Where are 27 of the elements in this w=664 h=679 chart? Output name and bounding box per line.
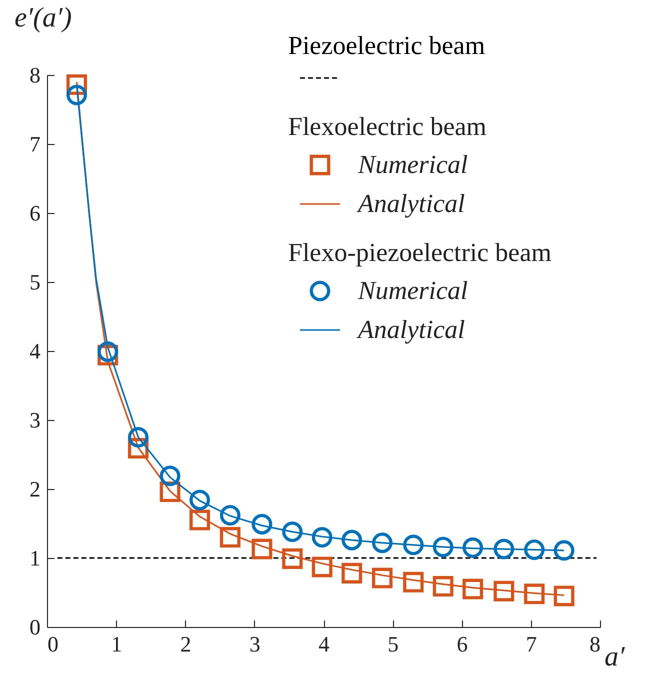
y-tick-label: 6 xyxy=(30,200,40,226)
text: Piezoelectric beam xyxy=(288,31,486,60)
x-tick-label: 0 xyxy=(48,632,58,656)
annotation: Flexoelectric beam xyxy=(288,112,487,141)
x-tick-label: 8 xyxy=(590,632,600,656)
legend-label: Numerical xyxy=(357,150,468,179)
legend-label: Analytical xyxy=(356,189,465,218)
legend-label: Analytical xyxy=(356,315,465,344)
x-axis-title: a′ xyxy=(604,642,626,672)
y-tick-label: 3 xyxy=(30,408,40,432)
x-tick-label: 5 xyxy=(388,632,399,656)
y-tick-label: 0 xyxy=(30,614,40,640)
x-tick-label: 3 xyxy=(249,632,260,656)
y-tick-label: 7 xyxy=(30,132,40,156)
x-tick-label: 2 xyxy=(180,632,192,656)
legend-label: Numerical xyxy=(357,276,468,305)
x-tick-label: 4 xyxy=(318,632,330,656)
y-tick-label: 5 xyxy=(30,270,40,294)
x-tick-label: 1 xyxy=(111,632,122,656)
y-tick-label: 2 xyxy=(30,476,40,502)
x-tick-label: 7 xyxy=(526,632,537,656)
y-tick-label: 4 xyxy=(30,338,40,364)
x-tick-label: 6 xyxy=(456,632,468,656)
y-tick-label: 1 xyxy=(30,546,40,570)
y-axis-title: e′(a′) xyxy=(14,2,72,34)
annotation: Flexo-piezoelectric beam xyxy=(288,238,552,267)
y-tick-label: 8 xyxy=(30,62,40,88)
